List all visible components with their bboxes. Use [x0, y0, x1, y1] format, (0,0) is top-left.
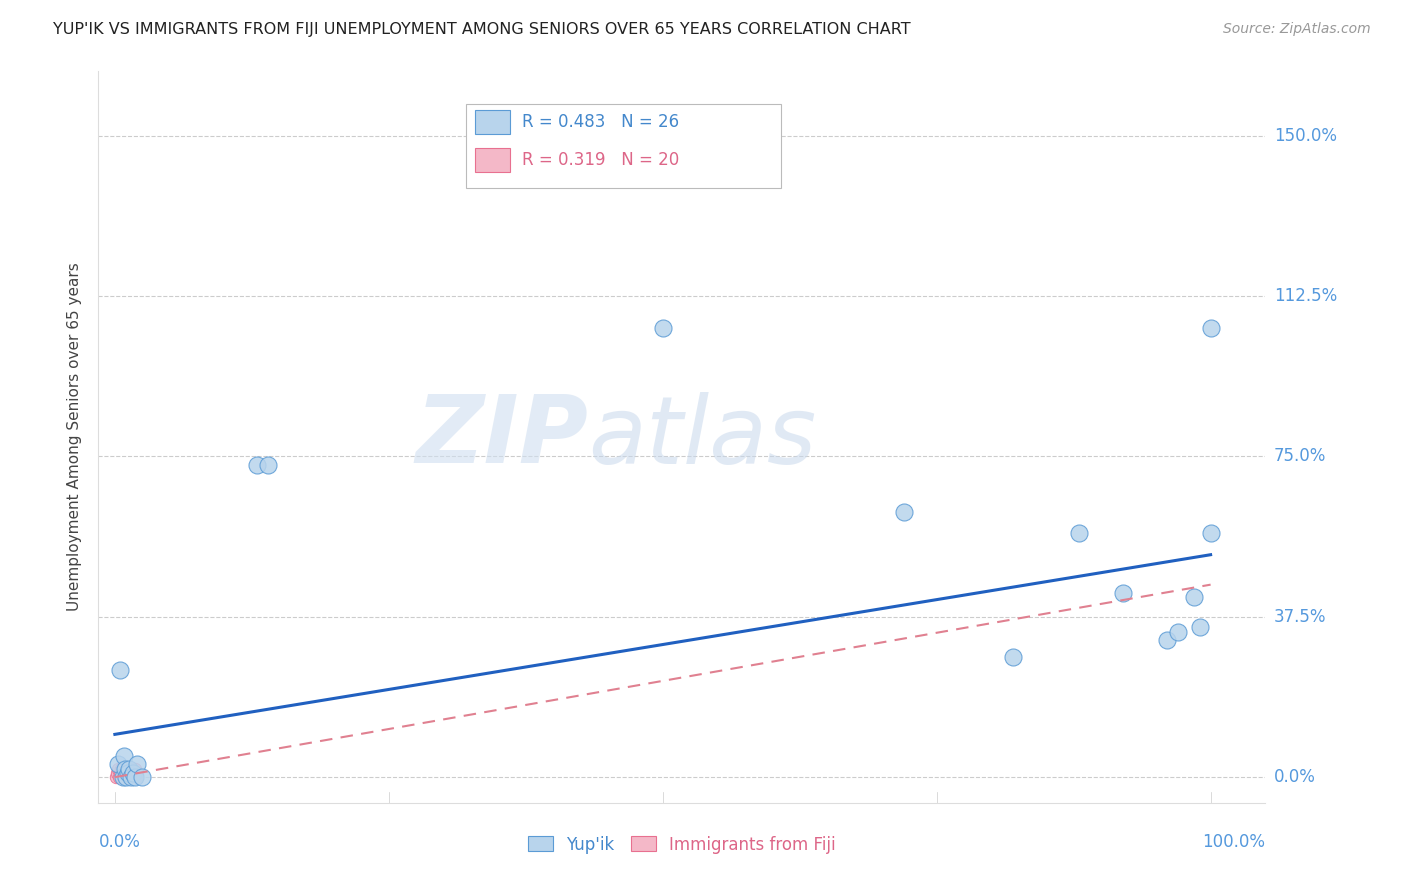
- Text: 150.0%: 150.0%: [1274, 127, 1337, 145]
- Text: Source: ZipAtlas.com: Source: ZipAtlas.com: [1223, 22, 1371, 37]
- Point: [111, 770, 134, 784]
- Point: [114, 762, 136, 776]
- Point: [114, 770, 136, 784]
- Point: [122, 765, 145, 780]
- Point: [1199, 526, 1222, 541]
- Point: [246, 458, 269, 472]
- Text: 37.5%: 37.5%: [1274, 607, 1326, 625]
- Point: [121, 770, 143, 784]
- FancyBboxPatch shape: [475, 148, 510, 171]
- Point: [1069, 526, 1091, 541]
- Point: [112, 765, 135, 780]
- Point: [104, 770, 127, 784]
- Point: [1199, 321, 1222, 335]
- Text: YUP'IK VS IMMIGRANTS FROM FIJI UNEMPLOYMENT AMONG SENIORS OVER 65 YEARS CORRELAT: YUP'IK VS IMMIGRANTS FROM FIJI UNEMPLOYM…: [53, 22, 911, 37]
- Point: [1188, 620, 1211, 634]
- Point: [110, 765, 132, 780]
- Point: [120, 770, 142, 784]
- Y-axis label: Unemployment Among Seniors over 65 years: Unemployment Among Seniors over 65 years: [67, 263, 83, 611]
- Text: R = 0.319   N = 20: R = 0.319 N = 20: [522, 151, 679, 169]
- Point: [107, 762, 129, 776]
- Point: [893, 505, 915, 519]
- Point: [1182, 591, 1205, 605]
- Point: [108, 770, 131, 784]
- Point: [651, 321, 673, 335]
- Point: [105, 765, 128, 780]
- Point: [1156, 633, 1178, 648]
- Text: ZIP: ZIP: [416, 391, 589, 483]
- Point: [122, 765, 145, 780]
- Point: [114, 762, 136, 776]
- Text: atlas: atlas: [589, 392, 817, 483]
- Point: [117, 765, 139, 780]
- Point: [120, 765, 142, 780]
- Point: [118, 770, 141, 784]
- FancyBboxPatch shape: [465, 104, 782, 188]
- Text: 112.5%: 112.5%: [1274, 287, 1337, 305]
- Point: [117, 762, 139, 776]
- Text: 100.0%: 100.0%: [1202, 833, 1265, 851]
- Point: [124, 770, 146, 784]
- Point: [111, 770, 134, 784]
- Point: [1167, 624, 1189, 639]
- Point: [131, 770, 153, 784]
- Point: [110, 762, 132, 776]
- Point: [1002, 650, 1025, 665]
- Point: [115, 765, 138, 780]
- Text: 0.0%: 0.0%: [98, 833, 141, 851]
- Point: [110, 663, 132, 677]
- Point: [125, 765, 148, 780]
- Text: 75.0%: 75.0%: [1274, 447, 1326, 466]
- Point: [125, 757, 148, 772]
- Point: [107, 757, 129, 772]
- Text: 0.0%: 0.0%: [1274, 768, 1316, 786]
- Point: [114, 770, 136, 784]
- Point: [124, 770, 146, 784]
- Text: R = 0.483   N = 26: R = 0.483 N = 26: [522, 112, 679, 131]
- Point: [112, 748, 135, 763]
- FancyBboxPatch shape: [475, 110, 510, 134]
- Legend: Yup'ik, Immigrants from Fiji: Yup'ik, Immigrants from Fiji: [522, 829, 842, 860]
- Point: [120, 762, 142, 776]
- Point: [1112, 586, 1135, 600]
- Point: [257, 458, 280, 472]
- Point: [118, 762, 141, 776]
- Point: [124, 762, 146, 776]
